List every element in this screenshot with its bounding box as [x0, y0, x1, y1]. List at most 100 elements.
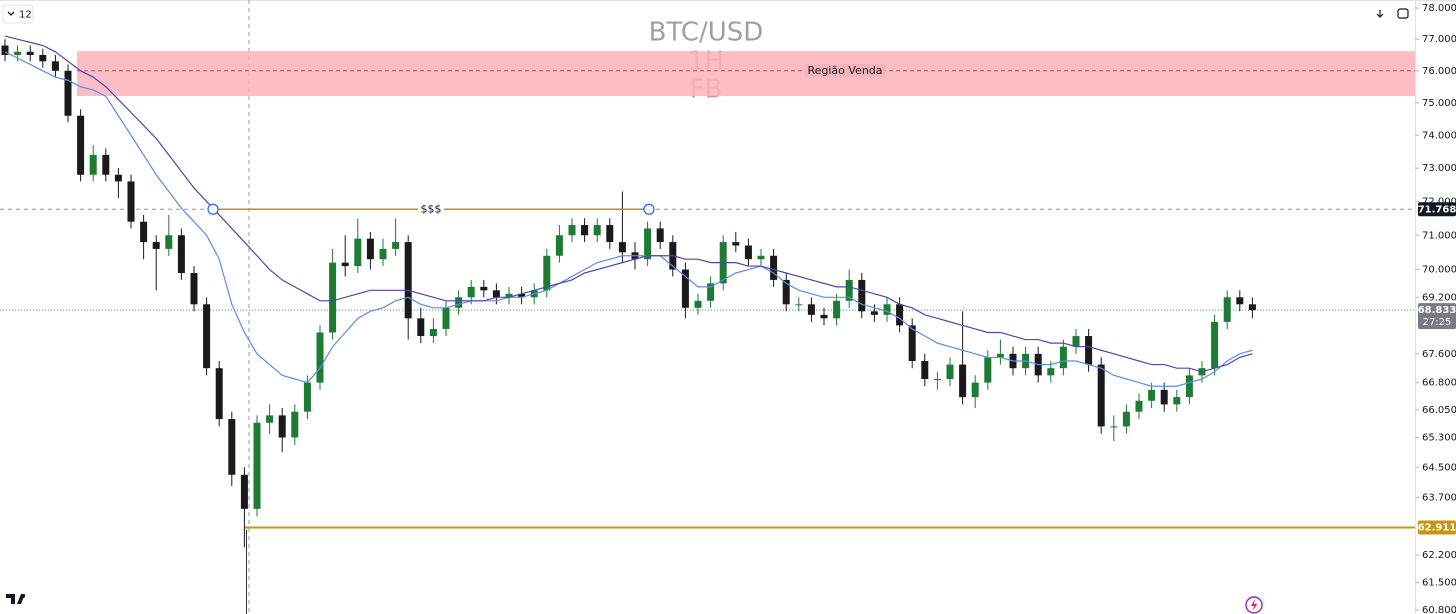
candle-body: [480, 286, 488, 291]
candle-body: [1097, 364, 1105, 427]
candle-body: [870, 311, 878, 315]
candle-body: [933, 378, 941, 380]
logo-mark: [6, 594, 25, 604]
candle-body: [505, 293, 513, 298]
indicator-toggle-box[interactable]: [2, 4, 34, 24]
y-tick-label: 63.700: [1422, 492, 1456, 503]
candle-body: [228, 419, 236, 475]
ray-label: $$$: [421, 202, 442, 215]
candle-body: [203, 304, 211, 369]
candle-body: [581, 225, 589, 236]
indicator-toggle[interactable]: 12: [2, 4, 34, 24]
candle-body: [1211, 321, 1219, 369]
y-tick-label: 65.300: [1422, 432, 1456, 443]
candle-body: [681, 269, 689, 308]
candle-body: [1122, 411, 1130, 427]
candle-body: [1173, 397, 1181, 405]
candle-body: [1223, 297, 1231, 322]
candle-body: [14, 51, 22, 55]
price-label: 71.768: [1418, 204, 1456, 215]
candle-body: [807, 304, 815, 315]
candle-body: [77, 115, 85, 175]
price-label: 68.833: [1418, 305, 1456, 316]
candle-body: [858, 279, 866, 312]
candle-body: [366, 238, 374, 260]
candle-body: [1185, 375, 1193, 398]
candle-body: [190, 272, 198, 305]
candle-body: [555, 235, 563, 256]
candle-body: [908, 325, 916, 361]
y-tick-label: 76.000: [1422, 66, 1456, 77]
candle-body: [996, 353, 1004, 358]
candle-body: [26, 51, 34, 55]
candle-body: [732, 242, 740, 246]
candle-body: [51, 61, 59, 71]
candle-body: [618, 242, 626, 253]
chevron-icon: [7, 11, 15, 16]
lightning-button[interactable]: [1245, 596, 1263, 614]
candle-body: [392, 242, 400, 249]
candle-body: [971, 382, 979, 398]
candle-body: [845, 279, 853, 301]
y-tick-label: 62.200: [1422, 550, 1456, 561]
y-tick-label: 66.050: [1422, 405, 1456, 416]
candle-body: [354, 238, 362, 267]
logo-dot: [21, 594, 25, 598]
candle-body: [1085, 336, 1093, 365]
candle-body: [1135, 400, 1143, 412]
candle-body: [757, 255, 765, 260]
indicator-count: 12: [19, 10, 32, 21]
candle-body: [1160, 389, 1168, 405]
top-right-buttons: [1376, 8, 1409, 19]
tradingview-logo: [6, 594, 25, 604]
candle-body: [656, 228, 664, 243]
candle-body: [379, 248, 387, 260]
y-tick-label: 61.500: [1422, 577, 1456, 588]
download-button[interactable]: [1376, 10, 1384, 18]
candle-body: [102, 154, 110, 175]
candle-body: [492, 290, 500, 298]
candle-body: [1059, 346, 1067, 369]
candle-body: [127, 181, 135, 222]
candle-body: [1236, 297, 1244, 305]
candle-body: [341, 262, 349, 267]
candle-body: [1047, 368, 1055, 376]
price-label-box: [1418, 520, 1456, 535]
y-tick-label: 69.200: [1422, 292, 1456, 303]
ray-handle: [207, 203, 219, 215]
candle-body: [543, 255, 551, 291]
candle-body: [89, 154, 97, 175]
candle-body: [694, 300, 702, 308]
lightning-icon: [1251, 599, 1257, 611]
y-tick-label: 66.800: [1422, 378, 1456, 389]
sell-zone-label: Região Venda: [807, 64, 882, 77]
candle-body: [455, 297, 463, 308]
y-tick-label: 78.000: [1422, 3, 1456, 14]
reset-button[interactable]: [1397, 8, 1409, 19]
y-tick-label: 73.000: [1422, 163, 1456, 174]
price-label: 62.911: [1418, 523, 1456, 534]
candle-body: [1110, 426, 1118, 428]
candle-body: [253, 422, 261, 509]
candle-body: [795, 304, 803, 306]
candle-body: [39, 54, 47, 62]
candle-body: [303, 382, 311, 412]
candle-body: [266, 415, 274, 423]
candle-body: [152, 242, 160, 249]
candle-body: [417, 318, 425, 337]
candle-body: [1148, 389, 1156, 401]
candle-body: [782, 279, 790, 305]
y-tick-label: 74.000: [1422, 130, 1456, 141]
y-tick-label: 64.500: [1422, 462, 1456, 473]
price-label-box: [1418, 202, 1456, 217]
y-tick-label: 67.600: [1422, 349, 1456, 360]
candle-body: [215, 368, 223, 420]
lightning-circle[interactable]: [1245, 596, 1263, 614]
candle-body: [291, 411, 299, 438]
candle-body: [959, 364, 967, 398]
candle-body: [278, 415, 286, 438]
candle-body: [404, 242, 412, 319]
watermark-title: BTC/USD: [649, 18, 764, 48]
